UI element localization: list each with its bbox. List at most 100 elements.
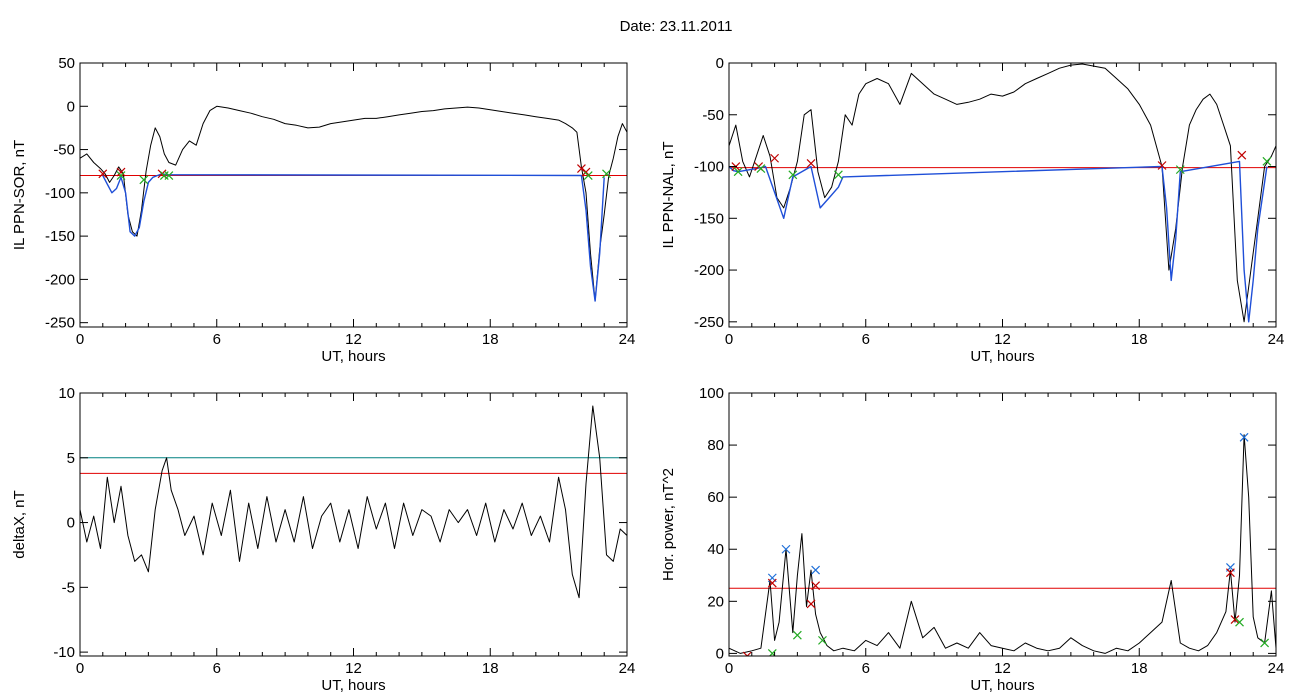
x-tick-label: 6 bbox=[213, 331, 221, 348]
y-tick-label: 0 bbox=[716, 645, 724, 662]
marker bbox=[1237, 150, 1247, 160]
series-line-1 bbox=[729, 434, 1276, 654]
x-tick-label: 6 bbox=[862, 660, 870, 677]
y-tick-label: 80 bbox=[707, 437, 724, 454]
marker bbox=[811, 565, 821, 575]
x-tick-label: 24 bbox=[1268, 660, 1285, 677]
marker bbox=[583, 171, 593, 180]
marker bbox=[770, 153, 780, 163]
marker bbox=[767, 648, 777, 656]
series-group bbox=[80, 405, 627, 599]
y-tick-label: 0 bbox=[67, 98, 75, 115]
marker bbox=[818, 635, 827, 645]
y-tick-label: 10 bbox=[58, 385, 75, 402]
marker bbox=[1239, 432, 1249, 442]
marker bbox=[1157, 161, 1167, 170]
marker bbox=[756, 164, 766, 174]
y-tick-label: 5 bbox=[67, 450, 75, 467]
y-tick-label: 100 bbox=[699, 385, 724, 402]
x-tick-label: 0 bbox=[76, 660, 84, 677]
x-tick-label: 6 bbox=[862, 331, 870, 348]
panel-hor-power: 0 6 12 18 24 100 80 60 40 20 0 UT, hours Hor. power,… bbox=[660, 385, 1284, 694]
marker bbox=[1260, 638, 1270, 648]
y-tick-label: -200 bbox=[45, 271, 75, 288]
y-tick-label: 40 bbox=[707, 541, 724, 558]
marker bbox=[576, 164, 586, 174]
marker bbox=[116, 171, 126, 180]
x-tick-label: 18 bbox=[482, 660, 499, 677]
marker bbox=[1225, 568, 1235, 578]
y-tick-label: -50 bbox=[702, 107, 724, 124]
series-group bbox=[729, 432, 1276, 656]
panel-il-ppn-nal: 0 6 12 18 24 0 -50 -100 -150 -200 -250 UT, hours IL … bbox=[660, 55, 1284, 365]
x-axis-title: UT, hours bbox=[321, 348, 385, 365]
x-tick-label: 24 bbox=[1268, 331, 1285, 348]
marker bbox=[806, 158, 816, 168]
figure-title: Date: 23.11.2011 bbox=[619, 18, 733, 35]
x-tick-label: 0 bbox=[725, 660, 733, 677]
y-tick-label: -100 bbox=[45, 185, 75, 202]
marker bbox=[1262, 156, 1272, 166]
x-tick-label: 12 bbox=[345, 660, 362, 677]
marker bbox=[833, 170, 843, 180]
marker bbox=[98, 169, 108, 179]
x-tick-label: 12 bbox=[994, 331, 1011, 348]
plot-frame bbox=[728, 62, 1277, 328]
marker bbox=[164, 171, 174, 180]
marker bbox=[1235, 617, 1244, 627]
y-axis-title: deltaX, nT bbox=[11, 490, 28, 558]
y-axis-title: IL PPN-NAL, nT bbox=[660, 142, 677, 249]
marker bbox=[139, 175, 149, 185]
y-axis-title: IL PPN-SOR, nT bbox=[11, 140, 28, 250]
y-tick-label: -200 bbox=[694, 262, 724, 279]
series-line-2 bbox=[729, 160, 1268, 323]
series-group bbox=[729, 63, 1276, 323]
panel-deltax: 0 6 12 18 24 10 5 0 -5 -10 UT, hours deltaX, nT bbox=[11, 385, 635, 694]
y-tick-label: -150 bbox=[45, 228, 75, 245]
marker bbox=[1230, 615, 1240, 624]
x-tick-label: 18 bbox=[1131, 331, 1148, 348]
series-line-1 bbox=[80, 405, 627, 599]
x-axis-title: UT, hours bbox=[321, 677, 385, 694]
series-group bbox=[80, 105, 627, 302]
x-tick-label: 24 bbox=[619, 660, 636, 677]
panel-il-ppn-sor: 0 6 12 18 24 50 0 -50 -100 -150 -200 -250 UT, hours I… bbox=[11, 55, 635, 365]
x-tick-label: 0 bbox=[76, 331, 84, 348]
x-axis-title: UT, hours bbox=[970, 348, 1034, 365]
x-tick-label: 18 bbox=[1131, 660, 1148, 677]
y-tick-label: -100 bbox=[694, 159, 724, 176]
x-tick-label: 12 bbox=[994, 660, 1011, 677]
y-tick-label: 0 bbox=[67, 515, 75, 532]
marker bbox=[767, 578, 777, 588]
y-tick-label: -5 bbox=[62, 579, 75, 596]
y-tick-label: -250 bbox=[45, 315, 75, 332]
y-tick-label: -150 bbox=[694, 210, 724, 227]
x-tick-label: 18 bbox=[482, 331, 499, 348]
y-tick-label: 0 bbox=[716, 55, 724, 72]
y-tick-label: -10 bbox=[53, 644, 75, 661]
series-line-1 bbox=[729, 63, 1276, 323]
marker bbox=[733, 167, 743, 177]
marker bbox=[1175, 165, 1185, 175]
y-axis-title: Hor. power, nT^2 bbox=[660, 468, 677, 581]
x-tick-label: 24 bbox=[619, 331, 636, 348]
plot-frame bbox=[79, 62, 628, 328]
y-tick-label: 60 bbox=[707, 489, 724, 506]
marker bbox=[742, 651, 752, 656]
x-tick-label: 6 bbox=[213, 660, 221, 677]
series-line-1 bbox=[80, 105, 627, 302]
marker bbox=[792, 630, 802, 640]
marker bbox=[781, 544, 791, 554]
x-axis-title: UT, hours bbox=[970, 677, 1034, 694]
marker bbox=[602, 169, 611, 179]
plot-frame bbox=[79, 392, 628, 657]
x-tick-label: 0 bbox=[725, 331, 733, 348]
marker bbox=[116, 167, 126, 177]
x-tick-label: 12 bbox=[345, 331, 362, 348]
y-tick-label: 20 bbox=[707, 593, 724, 610]
plot-frame bbox=[728, 392, 1277, 657]
marker bbox=[788, 170, 798, 180]
series-line-2 bbox=[102, 173, 605, 302]
y-tick-label: 50 bbox=[58, 55, 75, 72]
